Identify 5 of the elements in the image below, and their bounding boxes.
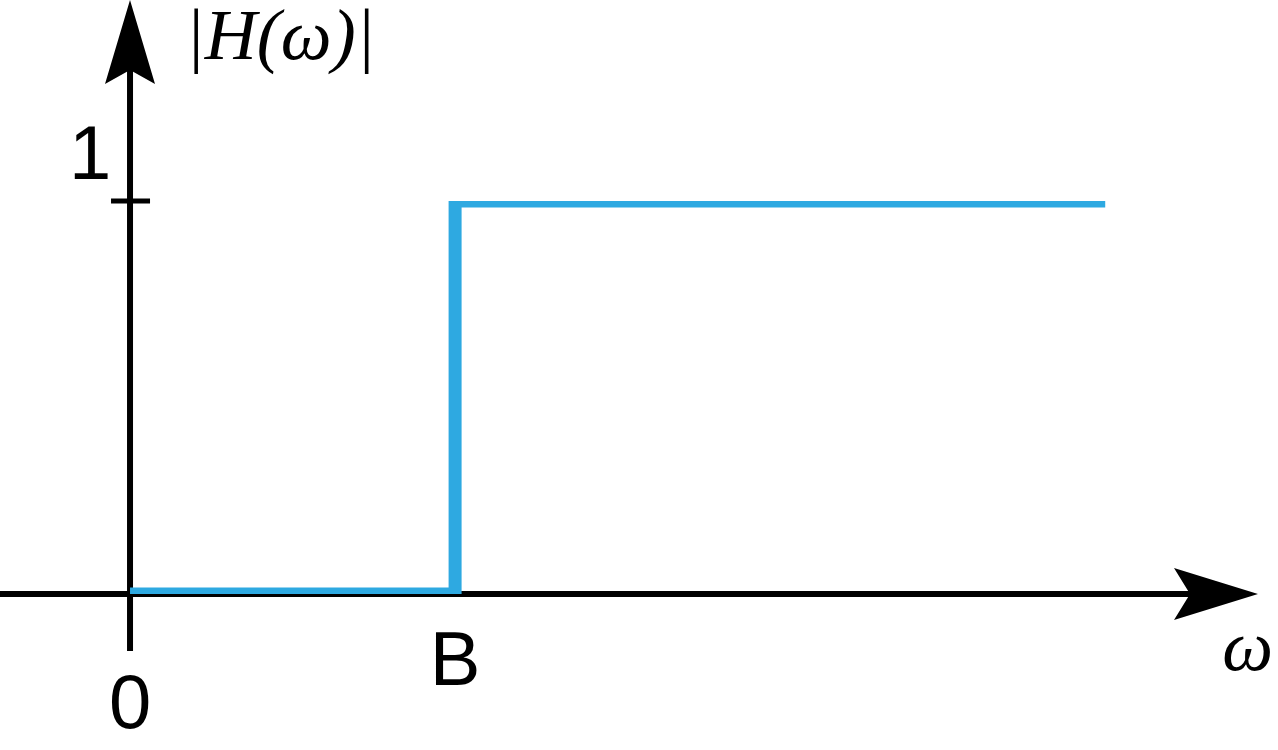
x-axis-title: ω — [1222, 606, 1273, 686]
y-axis-title: |H(ω)| — [185, 0, 376, 75]
text: 1 — [68, 110, 112, 195]
x-tick-label: 0 — [108, 659, 152, 744]
x-tick-label: B — [429, 616, 481, 701]
